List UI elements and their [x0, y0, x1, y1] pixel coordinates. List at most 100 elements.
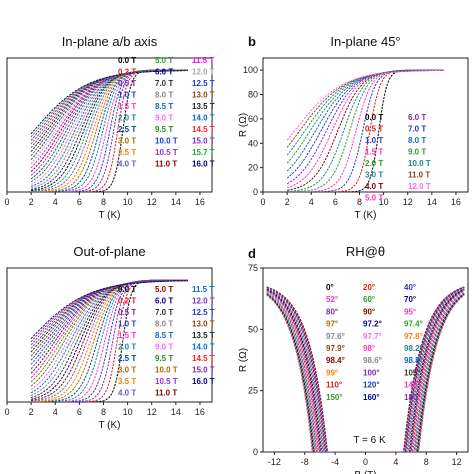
legend-entry: 9.5 T: [155, 125, 173, 134]
axes-frame: [6, 267, 213, 403]
x-tick-label: 4: [309, 197, 314, 207]
legend-entry: 20°: [363, 283, 375, 292]
legend: 0.0 T 0.2 T 0.5 T 1.0 T 1.5 T 2.0 T 2.5 T 3.0 T…: [118, 285, 215, 398]
legend-entry: 4.0 T: [365, 182, 383, 191]
series-line: [266, 291, 465, 452]
legend-entry: 1.0 T: [365, 136, 383, 145]
legend-entry: 12.5 T: [192, 79, 215, 88]
series-line: [266, 287, 465, 452]
y-tick-label: 40: [248, 138, 258, 148]
legend-entry: 11.0 T: [155, 160, 177, 169]
legend-entry: 99°: [326, 368, 338, 377]
legend-entry: 97.8°: [404, 332, 423, 341]
x-axis-label: B (T): [354, 470, 376, 474]
series-line: [266, 290, 465, 452]
legend: 0.0 T 0.5 T 1.0 T 1.5 T 2.0 T 3.0 T 4.0 T 5.0 T…: [365, 113, 431, 203]
x-tick-label: 8: [101, 407, 106, 417]
legend-entry: 5.0 T: [155, 56, 173, 65]
series-line: [30, 280, 188, 339]
series-line: [266, 287, 465, 452]
series-line: [286, 69, 444, 141]
panel-d: RH@θ d -12 -8 -4 0 4 8 12 0 25 50 75 B (T) R (Ω) 0° 20° 4…: [238, 244, 469, 474]
legend-entry: 1.0 T: [118, 91, 136, 100]
series-line: [266, 290, 465, 452]
legend-entry: 2.5 T: [118, 125, 136, 134]
legend-entry: 97.7°: [363, 332, 382, 341]
x-tick-label: 8: [424, 457, 429, 467]
legend-entry: 98.8°: [404, 356, 423, 365]
series-line: [287, 69, 444, 192]
legend-entry: 10.0 T: [155, 137, 178, 146]
x-tick-label: 6: [333, 197, 338, 207]
legend-entry: 60°: [363, 295, 375, 304]
legend-entry: 6.0 T: [155, 68, 173, 77]
panel-title: In-plane 45°: [330, 34, 400, 49]
series-line: [31, 69, 188, 192]
x-tick-label: 10: [123, 197, 133, 207]
legend-entry: 8.0 T: [155, 91, 173, 100]
x-tick-label: 12: [147, 407, 157, 417]
series-line: [266, 289, 465, 452]
legend-entry: 8.5 T: [155, 331, 173, 340]
legend-entry: 14.5 T: [192, 354, 215, 363]
legend-entry: 120°: [363, 381, 380, 390]
legend-entry: 1.5 T: [365, 148, 383, 157]
panel-title: RH@θ: [346, 244, 385, 259]
x-tick-label: 10: [379, 197, 389, 207]
x-tick-label: -8: [301, 457, 309, 467]
legend-entry: 7.0 T: [155, 308, 173, 317]
legend-entry: 11.5 T: [192, 56, 214, 65]
legend-entry: 160°: [363, 393, 380, 402]
panel-c: Out-of-plane 0 2 4 6 8 10 12 14 16 T (K) 0.0 T 0.2 T…: [4, 244, 214, 431]
series-line: [266, 288, 465, 452]
legend-entry: 1.5 T: [118, 102, 136, 111]
legend-entry: 15.7 T: [192, 148, 215, 157]
series-line: [266, 288, 465, 452]
legend-entry: 9.0 T: [155, 114, 173, 123]
legend-entry: 70°: [404, 295, 416, 304]
series-line: [266, 293, 465, 452]
x-tick-label: 14: [171, 197, 181, 207]
series-line: [266, 286, 465, 452]
x-tick-label: 16: [195, 197, 205, 207]
legend-entry: 13.0 T: [192, 91, 215, 100]
x-axis-label: T (K): [98, 420, 120, 431]
series-group: [30, 279, 188, 402]
legend-entry: 97°: [326, 320, 338, 329]
series-line: [266, 289, 465, 452]
series-line: [286, 69, 444, 185]
axes-frame: [6, 57, 213, 193]
series-line: [31, 279, 188, 402]
legend-entry: 0.5 T: [365, 125, 383, 134]
legend-entry: 0.5 T: [118, 308, 136, 317]
legend-entry: 16.0 T: [192, 377, 215, 386]
series-line: [266, 293, 465, 452]
legend-entry: 0°: [326, 283, 334, 292]
legend-entry: 13.5 T: [192, 102, 215, 111]
series-line: [31, 279, 188, 402]
legend-entry: 12.0 T: [192, 68, 215, 77]
y-tick-label: 20: [248, 163, 258, 173]
panel-title: In-plane a/b axis: [62, 34, 158, 49]
x-tick-label: 10: [123, 407, 133, 417]
legend-entry: 12.0 T: [192, 297, 215, 306]
x-tick-label: 2: [29, 197, 34, 207]
x-tick-label: 0: [260, 197, 265, 207]
legend-entry: 10.5 T: [155, 148, 178, 157]
legend-entry: 5.0 T: [155, 285, 173, 294]
legend-entry: 11.0 T: [408, 171, 430, 180]
series-line: [286, 69, 444, 148]
panel-title: Out-of-plane: [73, 244, 145, 259]
legend-entry: 105°: [404, 368, 421, 377]
y-tick-label: 75: [248, 263, 258, 273]
legend-entry: 3.5 T: [118, 148, 136, 157]
series-line: [266, 287, 465, 452]
y-tick-label: 60: [248, 114, 258, 124]
y-tick-label: 50: [248, 324, 258, 334]
legend-entry: 7.0 T: [155, 79, 173, 88]
legend-entry: 10.0 T: [155, 366, 178, 375]
series-line: [30, 69, 188, 180]
x-tick-label: 12: [403, 197, 413, 207]
legend-entry: 0.0 T: [118, 285, 136, 294]
